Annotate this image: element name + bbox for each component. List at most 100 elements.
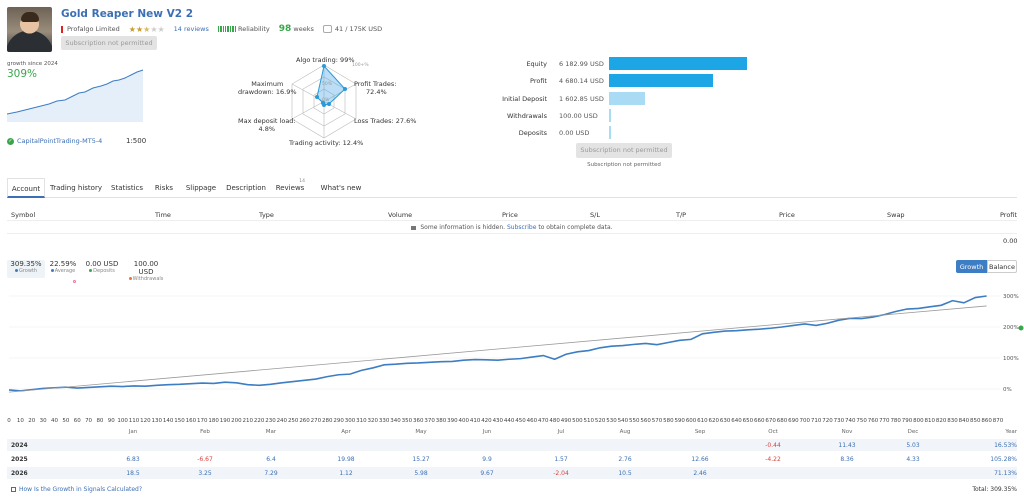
x-tick-label: 80 [96, 418, 103, 424]
weeks: 98 weeks [278, 24, 314, 34]
year-label: 2026 [11, 470, 28, 477]
growth-value: 309% [7, 68, 38, 80]
tab-trading-history[interactable]: Trading history [50, 184, 102, 192]
month-value: 6.4 [266, 456, 276, 463]
subscribe-link[interactable]: Subscribe [506, 224, 537, 231]
month-value: 5.03 [906, 442, 920, 449]
month-value: 1.57 [554, 456, 568, 463]
x-tick-label: 270 [311, 418, 322, 424]
x-tick-label: 0 [7, 418, 11, 424]
month-header: May [415, 429, 427, 435]
equity-row-value: 100.00 USD [559, 111, 598, 120]
month-value: 9.67 [480, 470, 494, 477]
growth-calc-link[interactable]: How Is the Growth in Signals Calculated? [11, 486, 142, 493]
month-header: Jul [557, 429, 565, 435]
x-tick-label: 700 [799, 418, 810, 424]
y-tick-label: 0% [1003, 387, 1012, 393]
month-header: Oct [768, 429, 778, 435]
x-tick-label: 160 [186, 418, 197, 424]
avatar[interactable] [7, 7, 52, 52]
reliability-bars-icon [217, 26, 237, 32]
month-value: 12.66 [691, 456, 709, 463]
x-tick-label: 830 [947, 418, 958, 424]
x-tick-label: 570 [652, 418, 663, 424]
x-tick-label: 420 [481, 418, 492, 424]
signal-meta: Profalgo Limited ★★★★★ 14 reviews Reliab… [61, 24, 382, 34]
x-tick-label: 450 [515, 418, 526, 424]
col-symbol: Symbol [11, 211, 36, 219]
company[interactable]: Profalgo Limited [61, 25, 120, 33]
year-label: 2024 [11, 442, 28, 449]
subscribers-icon [322, 25, 332, 33]
month-header: Nov [841, 429, 853, 435]
tab-description[interactable]: Description [226, 184, 266, 192]
x-tick-label: 410 [470, 418, 481, 424]
growth-line [8, 295, 987, 392]
stat-growth[interactable]: 309.35% Growth [7, 260, 45, 278]
year-total: 105.28% [990, 456, 1017, 463]
reviews-link[interactable]: 14 reviews [173, 25, 209, 33]
subscription-button[interactable]: Subscription not permitted [61, 36, 157, 50]
subscription-button-2[interactable]: Subscription not permitted [576, 143, 672, 158]
info-icon [411, 225, 417, 230]
balance-toggle[interactable]: Balance [987, 260, 1017, 273]
tab-slippage[interactable]: Slippage [185, 184, 217, 192]
tab-reviews[interactable]: Reviews 14 [273, 178, 307, 198]
x-tick-label: 860 [981, 418, 992, 424]
x-tick-label: 820 [936, 418, 947, 424]
x-tick-label: 490 [561, 418, 572, 424]
growth-chart[interactable]: 0%100%200%300%0 10 20 30 40 50 60 70 80 90 100 110 1… [0, 284, 1024, 427]
year-total: 16.53% [994, 442, 1017, 449]
x-tick-label: 640 [731, 418, 742, 424]
x-tick-label: 100 [117, 418, 128, 424]
x-tick-label: 50 [62, 418, 69, 424]
x-tick-label: 40 [51, 418, 58, 424]
growth-toggle[interactable]: Growth [956, 260, 987, 273]
account-link[interactable]: ✓ CapitalPointTrading-MT5-4 [7, 137, 103, 145]
x-tick-label: 200 [231, 418, 242, 424]
month-header: Aug [619, 429, 631, 435]
growth-dot-icon [14, 269, 18, 272]
tab-statistics[interactable]: Statistics [111, 184, 143, 192]
x-tick-label: 130 [152, 418, 163, 424]
stat-deposits[interactable]: 0.00 USD Deposits [85, 260, 119, 274]
month-header: Mar [265, 429, 277, 435]
x-tick-label: 610 [697, 418, 708, 424]
x-tick-label: 810 [925, 418, 936, 424]
signal-title[interactable]: Gold Reaper New V2 2 [61, 8, 194, 20]
month-header: Year [1005, 429, 1017, 435]
tab-risks[interactable]: Risks [154, 184, 174, 192]
x-tick-label: 190 [220, 418, 231, 424]
tab-whats-new[interactable]: What's new [320, 184, 362, 192]
stat-average[interactable]: 22.59% Average [49, 260, 77, 274]
deposits-dot-icon [89, 269, 93, 272]
equity-bar [609, 108, 612, 122]
subscription-note: Subscription not permitted [587, 162, 661, 168]
divider [7, 220, 1017, 221]
y-tick-label: 200% [1003, 325, 1019, 331]
equity-row-value: 1 602.85 USD [559, 94, 604, 103]
equity-bar [609, 57, 747, 70]
month-header: Jun [482, 429, 492, 435]
month-value: 11.43 [838, 442, 856, 449]
col-swap: Swap [887, 211, 905, 219]
month-header: Feb [200, 429, 210, 435]
x-tick-label: 260 [299, 418, 310, 424]
equity-row-label: Deposits [518, 129, 547, 138]
equity-row-label: Initial Deposit [502, 94, 547, 103]
x-tick-label: 470 [538, 418, 549, 424]
x-tick-label: 330 [379, 418, 390, 424]
x-tick-label: 280 [322, 418, 333, 424]
hidden-info-message: Some information is hidden. Subscribe to… [0, 224, 1024, 231]
radar-profit-trades-label: Profit Trades: 72.4% [354, 80, 397, 96]
x-tick-label: 540 [618, 418, 629, 424]
x-tick-label: 210 [242, 418, 253, 424]
tab-account[interactable]: Account [7, 178, 45, 198]
x-tick-label: 530 [606, 418, 617, 424]
info-icon [11, 487, 16, 492]
x-tick-label: 500 [572, 418, 583, 424]
col-sl: S/L [590, 211, 600, 219]
stat-withdrawals[interactable]: 100.00 USD Withdrawals [126, 260, 166, 282]
x-tick-label: 730 [834, 418, 845, 424]
x-tick-label: 430 [493, 418, 504, 424]
